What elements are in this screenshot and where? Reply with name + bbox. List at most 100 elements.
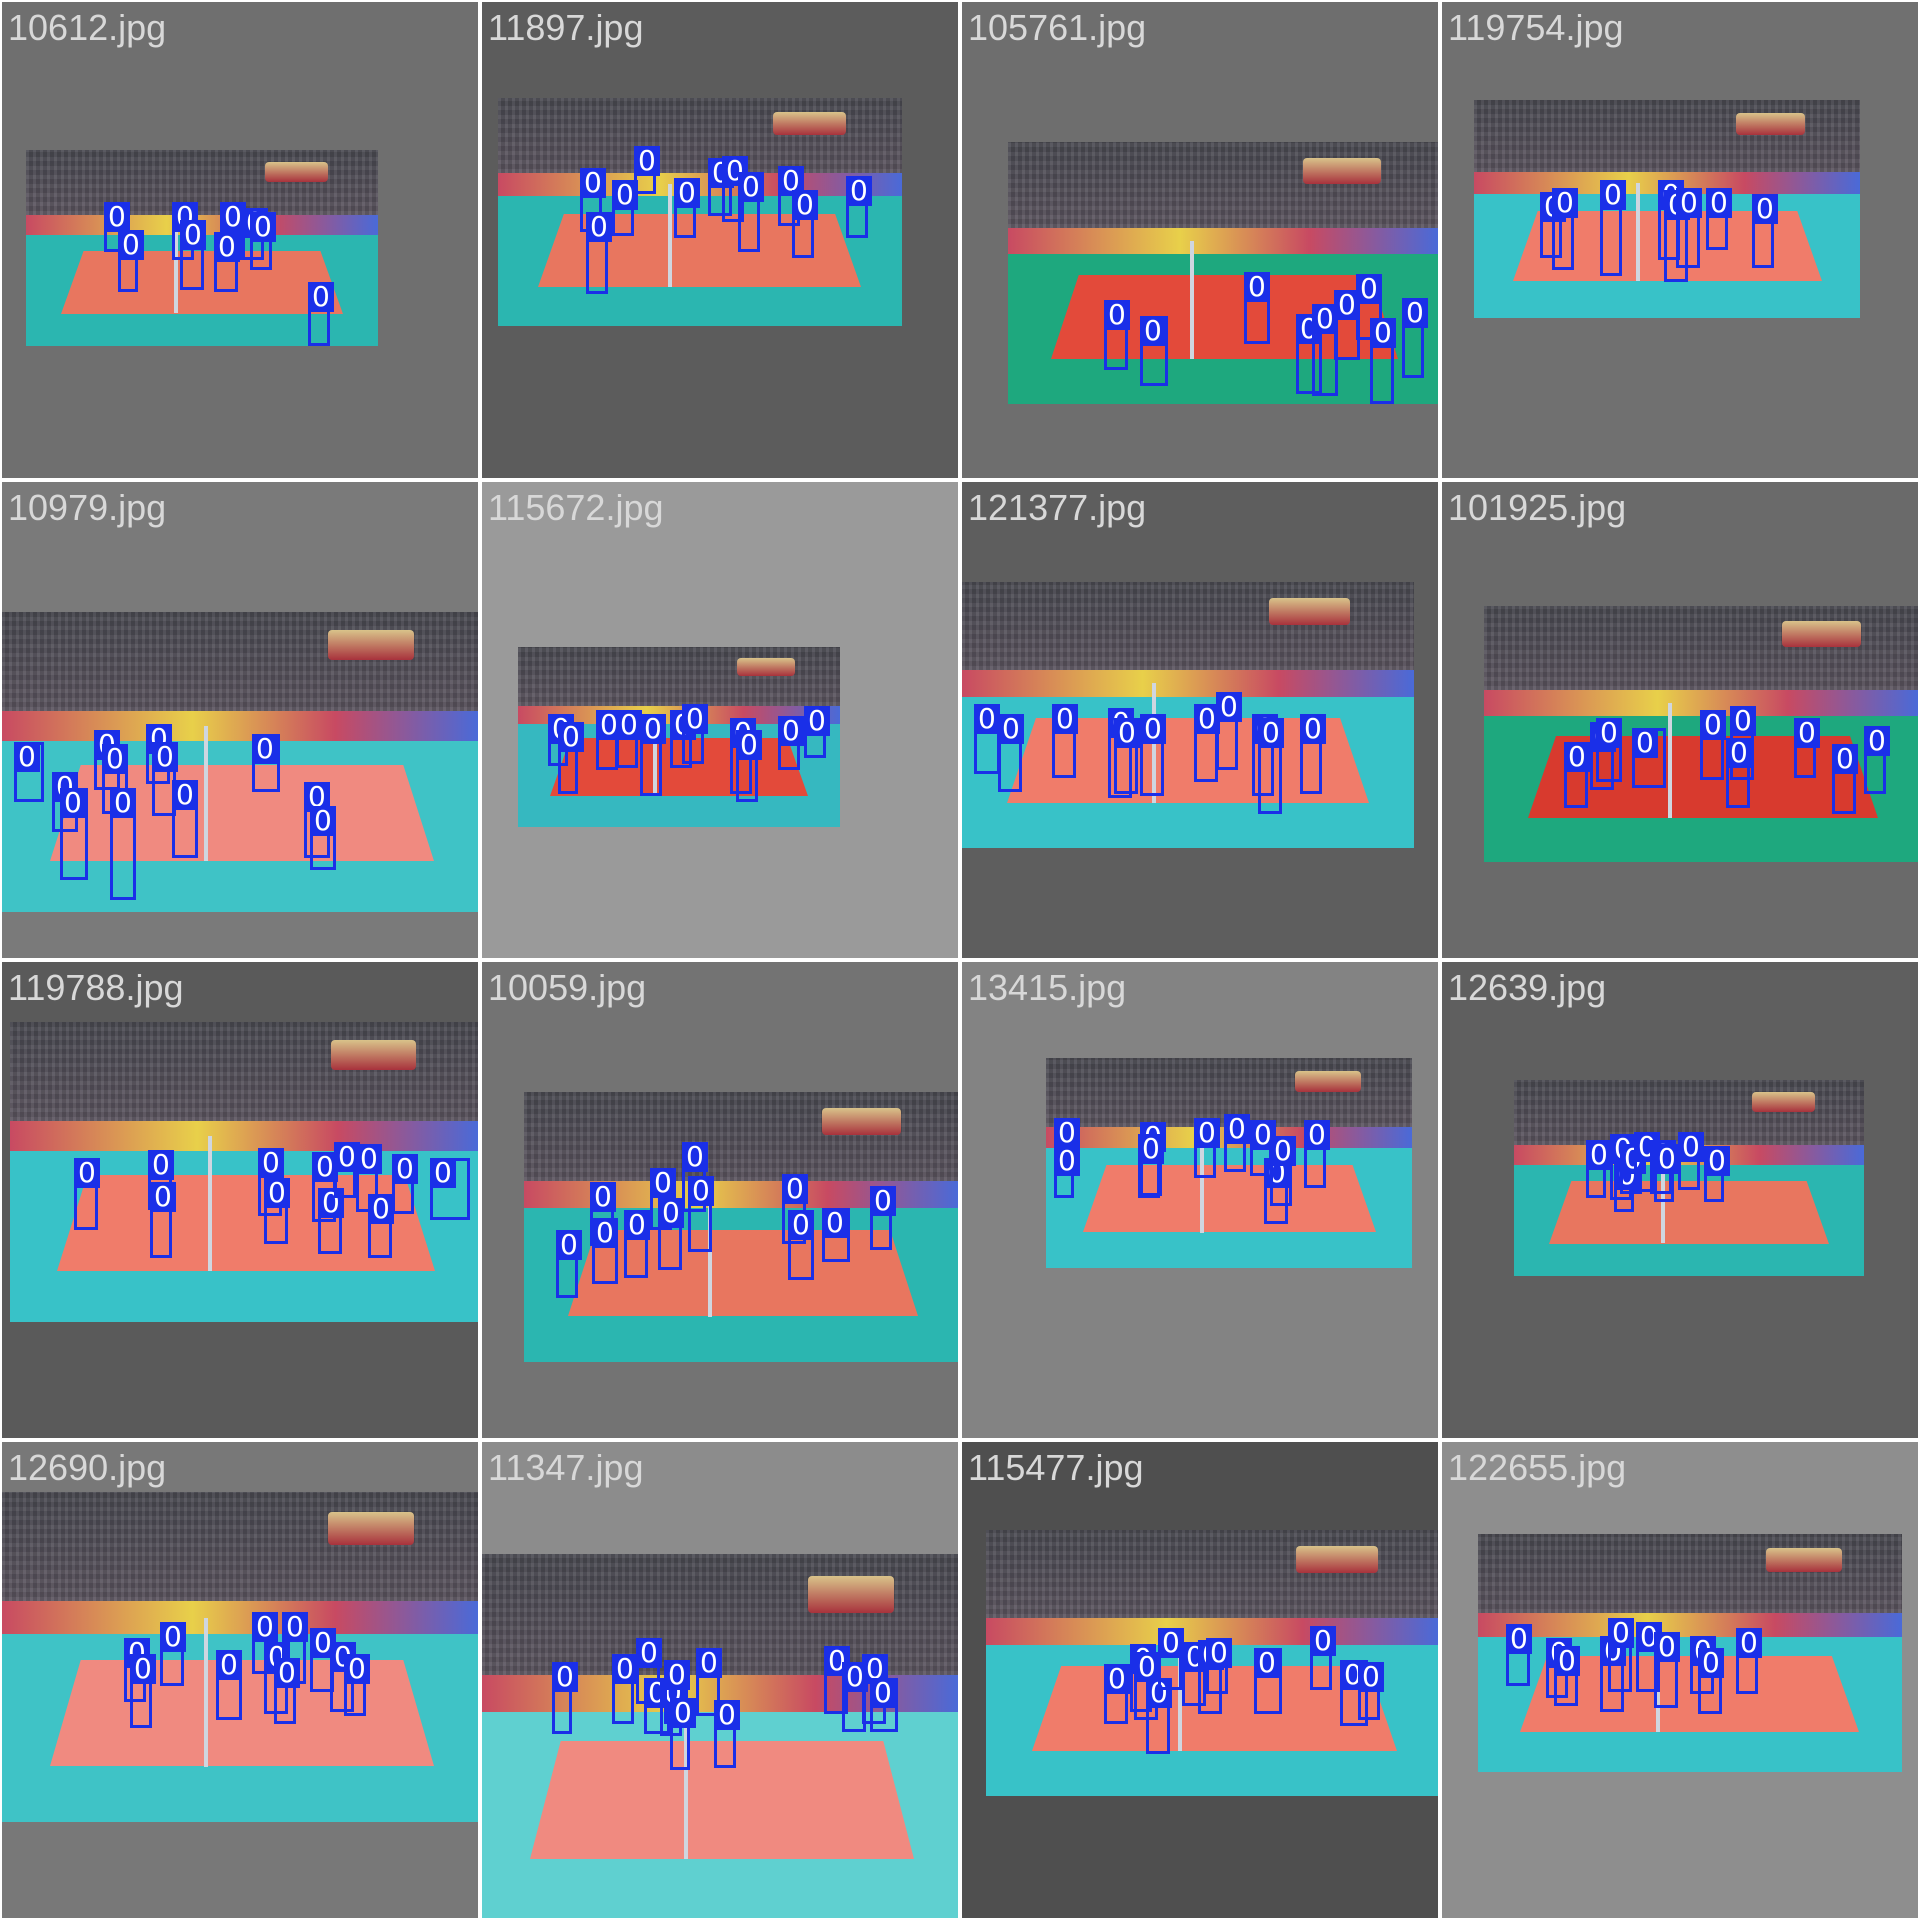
detection-class-label: 0	[1586, 1140, 1612, 1170]
detection-box: 0	[1654, 1144, 1680, 1202]
detection-box: 0	[1794, 718, 1820, 778]
image-filename-label: 10979.jpg	[8, 487, 167, 528]
detection-box: 0	[1552, 188, 1578, 270]
detection-class-label: 0	[1114, 718, 1140, 748]
detection-class-label: 0	[998, 714, 1024, 744]
detection-class-label: 0	[1334, 290, 1360, 320]
detection-box: 0	[596, 710, 622, 770]
detection-box: 0	[592, 1218, 618, 1284]
detection-box: 0	[1304, 1120, 1330, 1188]
detection-class-label: 0	[664, 1660, 690, 1690]
mosaic-tile: 0 0 0 0 0 0 0 0 0 0 0 0 0 11347.jpg	[482, 1442, 958, 1918]
detection-class-label: 0	[682, 704, 708, 734]
detection-class-label: 0	[1596, 718, 1622, 748]
detection-box: 0	[1138, 1134, 1164, 1198]
detection-box: 0	[1206, 1638, 1232, 1694]
detection-box: 0	[214, 232, 240, 292]
detection-class-label: 0	[1104, 300, 1130, 330]
detection-box: 0	[110, 788, 136, 900]
detection-class-label: 0	[804, 706, 830, 736]
detection-class-label: 0	[1244, 272, 1270, 302]
detection-class-label: 0	[1310, 1626, 1336, 1656]
detection-box: 0	[738, 172, 764, 252]
detection-class-label: 0	[870, 1186, 896, 1216]
advertising-boards	[10, 1121, 478, 1151]
detection-box: 0	[252, 734, 280, 792]
detection-box: 0	[1600, 180, 1626, 276]
advertising-boards	[962, 670, 1414, 697]
detection-box: 0	[150, 1182, 176, 1258]
detection-class-label: 0	[104, 202, 130, 232]
detection-box: 0	[1506, 1624, 1532, 1686]
net-pole	[1190, 241, 1194, 359]
detection-box: 0	[1402, 298, 1428, 378]
scoreboard-overlay	[1782, 621, 1861, 647]
detection-class-label: 0	[1654, 1632, 1680, 1662]
stands-crowd	[986, 1530, 1438, 1618]
detection-class-label: 0	[368, 1194, 394, 1224]
detection-class-label: 0	[556, 1230, 582, 1260]
detection-box: 0	[1586, 1140, 1612, 1198]
volleyball-frame-image	[482, 1554, 958, 1918]
detection-box: 0	[870, 1186, 896, 1250]
detection-class-label: 0	[110, 788, 136, 818]
net-pole	[668, 184, 672, 287]
detection-box: 0	[688, 1176, 714, 1252]
detection-box: 0	[664, 1660, 690, 1724]
detection-box: 0	[1054, 1146, 1080, 1198]
volleyball-court	[1549, 1181, 1829, 1244]
detection-class-label: 0	[160, 1622, 186, 1652]
mosaic-tile: 00000000010612.jpg	[2, 2, 478, 478]
detection-box: 0	[616, 710, 642, 768]
image-filename-label: 11347.jpg	[488, 1447, 644, 1488]
detection-box: 0	[1632, 728, 1666, 788]
detection-class-label: 0	[60, 788, 86, 818]
volleyball-frame-image	[2, 612, 478, 912]
detection-box: 0	[612, 180, 638, 236]
detection-box: 0	[670, 1698, 696, 1770]
mosaic-tile: 0000000000122655.jpg	[1442, 1442, 1918, 1918]
detection-class-label: 0	[1194, 704, 1220, 734]
image-filename-label: 122655.jpg	[1448, 1447, 1627, 1488]
detection-box: 0	[1608, 1618, 1634, 1692]
detection-class-label: 0	[172, 780, 198, 810]
detection-box: 0	[152, 742, 178, 816]
detection-class-label: 0	[624, 1210, 650, 1240]
scoreboard-overlay	[737, 658, 795, 676]
detection-class-label: 0	[152, 742, 178, 772]
volleyball-frame-image	[986, 1530, 1438, 1796]
stands-crowd	[1008, 142, 1438, 228]
stands-crowd	[2, 1492, 478, 1601]
detection-box: 0	[1358, 1662, 1384, 1720]
detection-box: 0	[104, 202, 130, 252]
scoreboard-overlay	[1752, 1092, 1815, 1112]
volleyball-court	[1032, 1666, 1397, 1751]
detection-box: 0	[310, 806, 336, 870]
image-filename-label: 121377.jpg	[968, 487, 1147, 528]
detection-class-label: 0	[590, 1182, 616, 1212]
detection-box: 0	[14, 742, 44, 802]
detection-box: 0	[1706, 188, 1732, 250]
detection-box: 0	[674, 178, 700, 238]
detection-box: 0	[788, 1210, 814, 1280]
mosaic-tile: 0 0 0 0 0 0 0 0 0 105761.jpg	[962, 2, 1438, 478]
scoreboard-overlay	[1303, 158, 1381, 184]
detection-class-label: 0	[1726, 738, 1752, 768]
image-filename-label: 11897.jpg	[488, 7, 644, 48]
detection-box: 0	[634, 146, 660, 194]
detection-class-label: 0	[252, 1612, 278, 1642]
advertising-boards	[1008, 228, 1438, 254]
detection-class-label: 0	[616, 710, 642, 740]
detection-class-label: 0	[1704, 1146, 1730, 1176]
stands-crowd	[1474, 100, 1860, 172]
net-pole	[208, 1136, 212, 1271]
detection-box: 0	[118, 230, 144, 292]
scoreboard-overlay	[331, 1040, 416, 1070]
volleyball-court	[530, 1741, 914, 1859]
stands-crowd	[524, 1092, 958, 1181]
detection-box: 0	[1700, 710, 1726, 780]
detection-box: 0	[650, 1168, 676, 1230]
detection-class-label: 0	[252, 734, 278, 764]
detection-class-label: 0	[1654, 1144, 1680, 1174]
